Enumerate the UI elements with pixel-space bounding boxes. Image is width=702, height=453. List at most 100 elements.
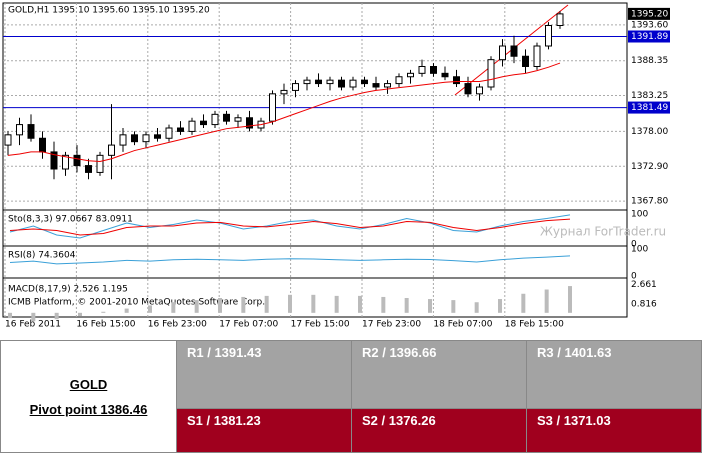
candle-body	[487, 59, 495, 88]
r-cell: R2 / 1396.66	[351, 340, 527, 409]
macd-bar	[78, 312, 82, 316]
candle-body	[349, 79, 357, 88]
macd-bar	[218, 298, 222, 313]
candle-body	[556, 13, 564, 26]
x-tick-label: 18 Feb 15:00	[505, 320, 564, 330]
macd-bar	[241, 296, 246, 313]
stoch-label: Sto(8,3,3) 97.0667 83.0911	[8, 215, 133, 225]
level-box	[628, 101, 670, 114]
y-tick-label: 100	[631, 245, 648, 255]
macd-label: MACD(8,17,9) 2.526 1.195	[8, 285, 128, 295]
candle-body	[4, 134, 12, 146]
candle-body	[407, 72, 414, 78]
candle-body	[62, 154, 69, 170]
candle-body	[73, 154, 81, 167]
candle-body	[165, 127, 173, 139]
x-tick-label: 17 Feb 15:00	[291, 320, 350, 330]
price-box	[628, 7, 670, 20]
y-tick-label: 1383.25	[631, 91, 668, 101]
s-cell: S2 / 1376.26	[351, 408, 527, 453]
candle-body	[522, 55, 529, 67]
candle-body	[234, 117, 242, 122]
candle-body	[154, 134, 161, 139]
pivot: Pivot point 1386.46	[29, 401, 148, 417]
level-label: 1391.89	[631, 32, 668, 42]
candle-body	[533, 45, 541, 67]
x-tick-label: 18 Feb 07:00	[433, 320, 492, 330]
candle-body	[315, 79, 322, 85]
frame	[2, 2, 628, 318]
s-cell: S1 / 1381.23	[176, 408, 352, 453]
candle-body	[303, 79, 311, 85]
candle-body	[223, 113, 230, 122]
rsi-label: RSI(8) 74.3604	[8, 251, 76, 261]
candle-body	[464, 83, 472, 95]
candle-body	[499, 45, 506, 61]
moving-average	[7, 62, 561, 162]
y-tick-label: 1388.35	[631, 56, 668, 66]
macd-bar	[474, 302, 479, 313]
chart-title: GOLD,H1 1395.10 1395.60 1395.10 1395.20	[8, 6, 210, 16]
candle-body	[280, 89, 288, 95]
stoch-main	[9, 214, 571, 239]
macd-bar	[124, 308, 129, 313]
candle-body	[372, 83, 380, 88]
candle-body	[453, 76, 460, 85]
candle-body	[326, 79, 334, 85]
candle-body	[338, 79, 345, 88]
candle-body	[476, 86, 483, 95]
y-tick-label: 100	[631, 210, 648, 220]
pivot-table: GOLD Pivot point 1386.46 R1 / 1391.43 R2 …	[0, 340, 702, 453]
symbol-cell: GOLD Pivot point 1386.46	[0, 340, 177, 453]
macd-bar	[451, 300, 456, 313]
candle-body	[418, 66, 426, 74]
y-tick-label: 0.816	[631, 300, 657, 310]
x-tick-label: 17 Feb 23:00	[362, 320, 421, 330]
macd-bar	[568, 286, 572, 313]
candle-body	[188, 120, 196, 132]
candle-body	[430, 66, 437, 74]
x-tick-label: 16 Feb 23:00	[148, 320, 207, 330]
y-tick-label: 1372.90	[631, 162, 668, 172]
candle-body	[395, 76, 403, 85]
candle-body	[441, 72, 449, 78]
candle-body	[384, 83, 391, 88]
macd-bar	[311, 294, 316, 313]
candle-body	[85, 165, 92, 173]
r-cell: R3 / 1401.63	[526, 340, 702, 409]
macd-bar	[521, 293, 526, 313]
candle-body	[211, 113, 219, 126]
candle-body	[246, 117, 253, 129]
macd-bar	[31, 312, 36, 322]
candle-body	[269, 93, 276, 122]
y-tick-label: 1367.80	[631, 197, 668, 207]
x-tick-label: 17 Feb 07:00	[219, 320, 278, 330]
macd-bar	[334, 295, 339, 313]
macd-bar	[498, 299, 502, 313]
symbol: GOLD	[69, 376, 108, 392]
macd-bar	[544, 289, 549, 313]
y-tick-label: 0	[631, 240, 637, 250]
candle-body	[510, 45, 518, 57]
candle-body	[200, 120, 207, 126]
y-tick-label: 2.661	[631, 280, 657, 290]
level-label: 1381.49	[631, 103, 668, 113]
candle-body	[119, 134, 127, 146]
macd-bar	[171, 302, 176, 313]
macd-bar	[404, 298, 409, 313]
candle-body	[545, 25, 552, 47]
macd-bar	[8, 312, 12, 319]
macd-bar	[264, 295, 269, 313]
macd-bar	[381, 296, 386, 313]
candle-body	[50, 151, 58, 170]
candle-body	[39, 137, 46, 153]
y-tick-label: 0	[631, 272, 637, 282]
candle-body	[177, 127, 184, 132]
chart: GOLD,H1 1395.10 1395.60 1395.10 1395.20 …	[2, 2, 670, 330]
candle-body	[27, 124, 35, 139]
x-tick-label: 16 Feb 15:00	[76, 320, 135, 330]
macd-bar	[288, 294, 292, 313]
watermark: Журнал ForTrader.ru	[540, 225, 666, 239]
rsi-line	[9, 255, 571, 265]
